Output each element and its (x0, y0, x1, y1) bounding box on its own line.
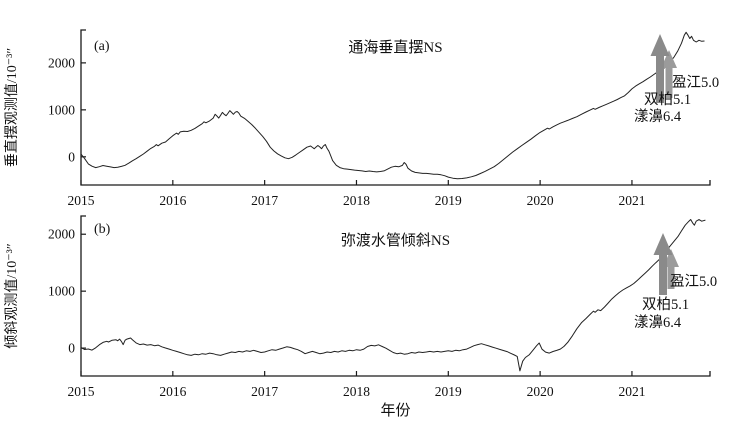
series-line (80, 31, 705, 180)
x-tick-label: 2020 (527, 193, 554, 208)
panel-title: 通海垂直摆NS (348, 39, 442, 56)
x-tick-label: 2016 (159, 193, 186, 208)
x-tick-label: 2015 (68, 193, 95, 208)
y-tick-label: 0 (68, 149, 75, 164)
x-tick-label: 2021 (618, 193, 645, 208)
panel-tag: (b) (94, 222, 111, 237)
panel-title: 弥渡水管倾斜NS (341, 231, 450, 249)
earthquake-arrow-icon (653, 233, 673, 295)
y-tick-label: 0 (68, 341, 75, 356)
y-tick-label: 1000 (48, 102, 75, 117)
earthquake-label: 双柏5.1 (642, 296, 689, 313)
earthquake-label: 漾濞6.4 (634, 314, 682, 331)
x-tick-label: 2018 (343, 384, 370, 399)
x-tick-label: 2019 (435, 384, 462, 399)
x-tick-label: 2018 (343, 193, 370, 208)
earthquake-arrow-icon (650, 34, 670, 103)
earthquake-label: 盈江5.0 (672, 74, 719, 91)
earthquake-label: 双柏5.1 (644, 91, 691, 108)
x-tick-label: 2017 (251, 193, 278, 208)
x-tick-label: 2015 (68, 384, 95, 399)
earthquake-arrow-icon (661, 50, 677, 98)
y-tick-label: 1000 (48, 284, 75, 299)
x-tick-label: 2017 (251, 384, 278, 399)
y-axis-title: 垂直摆观测值/10⁻³″ (3, 48, 20, 167)
x-tick-label: 2016 (159, 384, 186, 399)
x-tick-label: 2021 (618, 384, 645, 399)
x-tick-label: 2019 (435, 193, 462, 208)
y-axis-title: 倾斜观测值/10⁻³″ (4, 243, 20, 348)
x-axis-title: 年份 (380, 403, 411, 419)
series-line (80, 219, 706, 372)
y-tick-label: 2000 (48, 227, 75, 242)
panel-tag: (a) (94, 39, 110, 54)
panel-b-chart: 0 1000 2000 2015 2016 2017 2018 2019 2020 2021 (b)… (4, 215, 717, 399)
earthquake-label: 盈江5.0 (670, 273, 717, 290)
y-tick-label: 2000 (48, 55, 75, 70)
x-tick-label: 2020 (527, 384, 554, 399)
panel-a-chart: 0 1000 2000 2015 2016 2017 2018 2019 2020 2021 (a)… (3, 29, 719, 208)
earthquake-label: 漾濞6.4 (634, 108, 682, 125)
